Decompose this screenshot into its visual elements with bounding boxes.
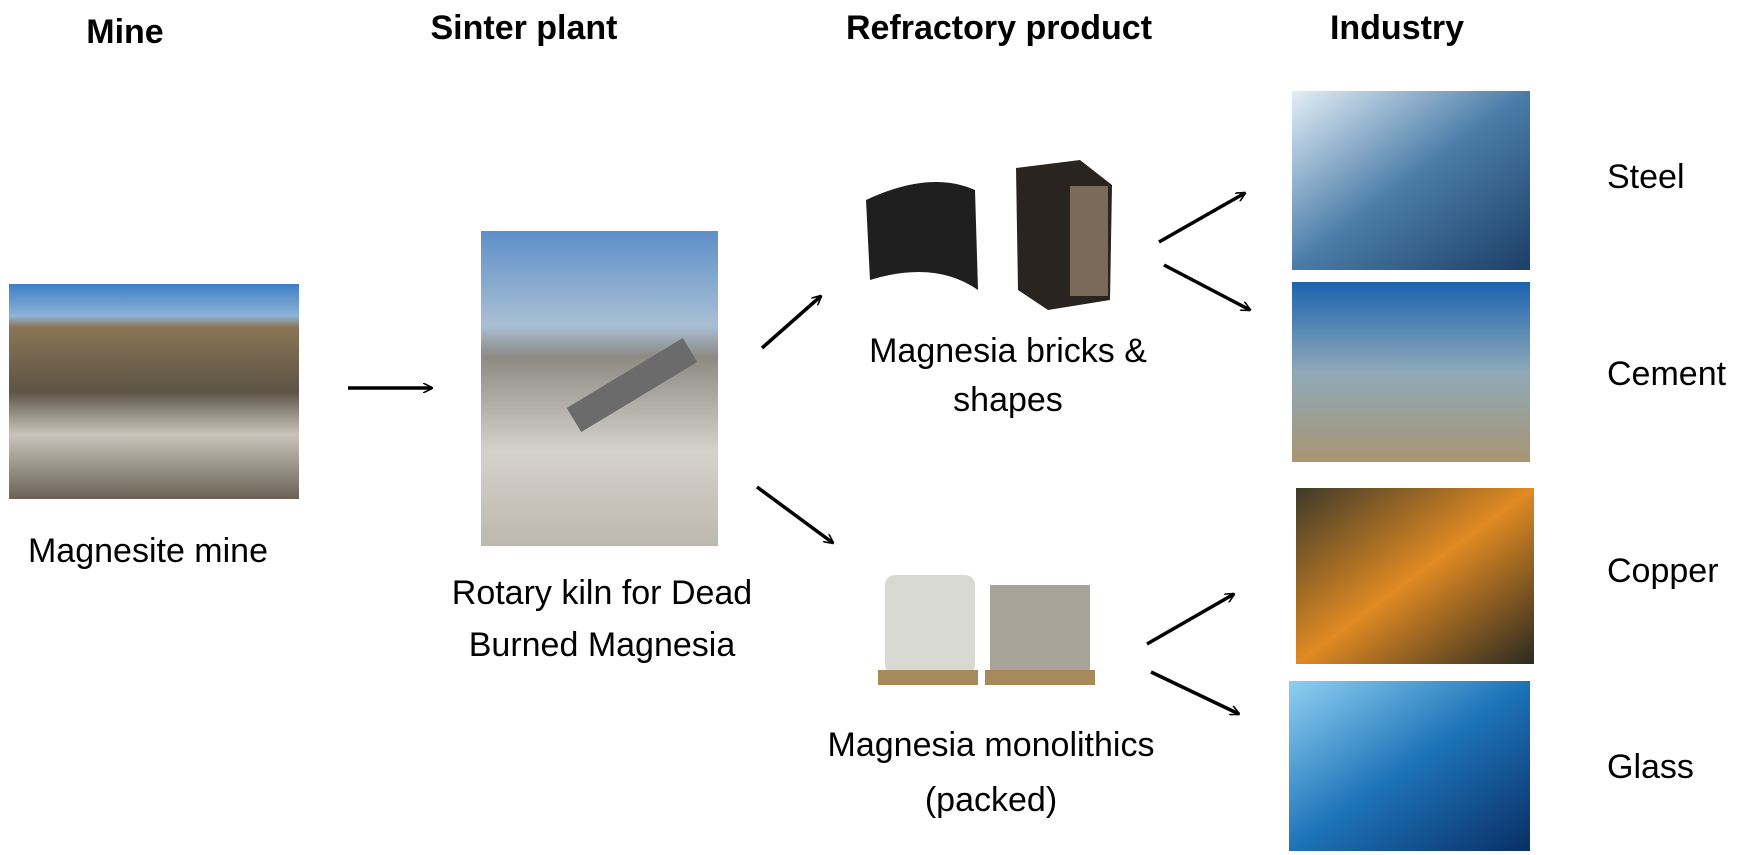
column-header: Mine — [86, 13, 163, 51]
bags-photo — [878, 575, 1095, 685]
industry-label: Glass — [1607, 748, 1694, 786]
arrow — [1147, 594, 1234, 644]
industry-label: Copper — [1607, 552, 1719, 590]
steel-photo — [1292, 91, 1530, 270]
mine-photo — [9, 284, 299, 499]
arrow — [1164, 265, 1250, 310]
node-label: Magnesia bricks & — [869, 332, 1147, 370]
bricks-photo — [866, 160, 1112, 310]
arrow — [1151, 672, 1239, 714]
column-header: Refractory product — [846, 9, 1152, 47]
arrow — [1159, 193, 1245, 242]
node-label: Rotary kiln for Dead — [452, 574, 752, 612]
arrow — [762, 296, 821, 348]
node-label: Magnesia monolithics — [828, 726, 1155, 764]
column-header: Industry — [1330, 9, 1464, 47]
node-label: shapes — [953, 381, 1063, 419]
diagram: Mine Sinter plant Refractory product Ind… — [0, 0, 1738, 855]
industry-label: Cement — [1607, 355, 1727, 393]
node-label: Burned Magnesia — [469, 626, 736, 664]
node-label: (packed) — [925, 781, 1057, 819]
column-header: Sinter plant — [430, 9, 617, 47]
cement-photo — [1292, 282, 1530, 462]
industry-label: Steel — [1607, 158, 1685, 196]
arrow — [757, 487, 833, 543]
copper-photo — [1296, 488, 1534, 664]
glass-photo — [1289, 681, 1530, 851]
node-label: Magnesite mine — [28, 532, 268, 570]
